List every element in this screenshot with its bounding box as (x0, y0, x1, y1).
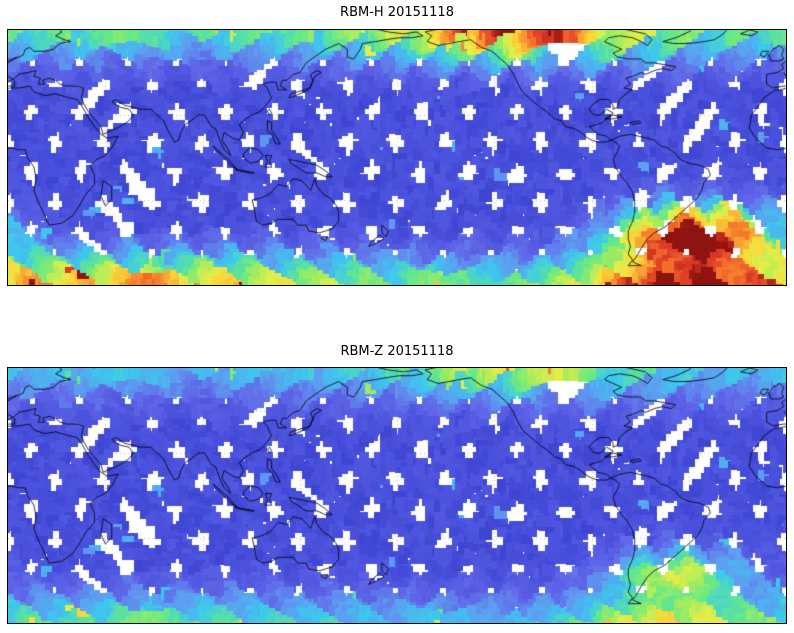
map-canvas-rbm-h (8, 30, 786, 285)
map-frame-rbm-z (7, 367, 787, 624)
panel-title-rbm-h: RBM-H 20151118 (340, 5, 454, 20)
panel-title-rbm-z: RBM-Z 20151118 (340, 344, 454, 359)
map-frame-rbm-h (7, 29, 787, 286)
map-canvas-rbm-z (8, 368, 786, 623)
